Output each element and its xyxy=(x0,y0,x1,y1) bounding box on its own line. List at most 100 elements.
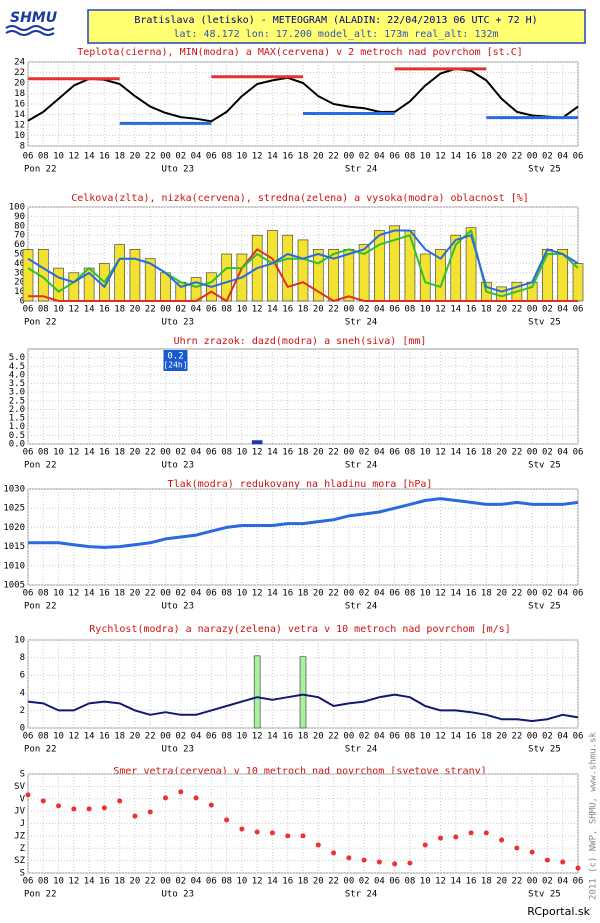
x-tick-label: 12 xyxy=(252,877,263,887)
x-tick-label: 10 xyxy=(53,877,64,887)
x-tick-label: 22 xyxy=(328,589,339,599)
x-tick-label: 08 xyxy=(405,448,416,458)
y-tick-label: 1015 xyxy=(3,542,25,552)
x-tick-label: 06 xyxy=(23,877,34,887)
dot xyxy=(499,837,505,843)
dot xyxy=(438,835,443,841)
chart-title: Smer vetra(cervena) v 10 metroch nad pov… xyxy=(113,766,486,777)
x-tick-label: 18 xyxy=(481,877,492,887)
x-tick-label: 20 xyxy=(130,877,141,887)
y-tick-label: 1025 xyxy=(3,504,25,514)
x-tick-label: 20 xyxy=(313,152,324,162)
x-tick-label: 20 xyxy=(496,589,507,599)
dot xyxy=(101,805,107,811)
x-tick-label: 04 xyxy=(374,305,385,315)
x-tick-label: 18 xyxy=(114,305,125,315)
x-tick-label: 14 xyxy=(267,152,278,162)
x-tick-label: 00 xyxy=(160,152,171,162)
day-label: Stv 25 xyxy=(528,890,561,900)
dot xyxy=(331,850,337,856)
x-tick-label: 06 xyxy=(206,732,217,742)
x-tick-label: 04 xyxy=(374,152,385,162)
x-tick-label: 22 xyxy=(328,877,339,887)
x-tick-label: 06 xyxy=(23,305,34,315)
x-tick-label: 10 xyxy=(236,448,247,458)
x-tick-label: 04 xyxy=(374,877,385,887)
x-tick-label: 22 xyxy=(328,152,339,162)
bar xyxy=(253,655,261,729)
header-subtitle: lat: 48.172 lon: 17.200 model_alt: 173m … xyxy=(173,29,498,40)
bar xyxy=(312,249,324,302)
x-tick-label: 08 xyxy=(38,305,49,315)
x-tick-label: 00 xyxy=(343,589,354,599)
x-tick-label: 22 xyxy=(145,589,156,599)
y-tick-label: 8 xyxy=(20,653,25,663)
x-tick-label: 06 xyxy=(206,305,217,315)
chart-title: Uhrn zrazok: dazd(modra) a sneh(siva) [m… xyxy=(174,336,427,347)
x-tick-label: 12 xyxy=(435,448,446,458)
y-tick-label: SZ xyxy=(14,856,25,866)
dot xyxy=(361,857,367,863)
x-tick-label: 16 xyxy=(282,152,293,162)
x-tick-label: 14 xyxy=(84,152,95,162)
x-tick-label: 12 xyxy=(68,448,79,458)
x-tick-label: 04 xyxy=(374,589,385,599)
x-tick-label: 14 xyxy=(84,877,95,887)
y-tick-label: 0.0 xyxy=(9,440,25,450)
y-tick-label: 2.0 xyxy=(9,405,25,415)
day-label: Uto 23 xyxy=(162,890,195,900)
x-tick-label: 20 xyxy=(313,732,324,742)
x-tick-label: 22 xyxy=(145,732,156,742)
x-tick-label: 10 xyxy=(420,732,431,742)
x-tick-label: 08 xyxy=(405,877,416,887)
x-tick-label: 16 xyxy=(99,305,110,315)
dot xyxy=(483,830,489,836)
dot xyxy=(285,833,291,839)
y-tick-label: JZ xyxy=(14,831,25,841)
x-tick-label: 14 xyxy=(450,448,461,458)
x-tick-label: 06 xyxy=(573,305,584,315)
bar xyxy=(465,227,477,302)
y-tick-label: 16 xyxy=(14,100,25,110)
x-tick-label: 06 xyxy=(23,732,34,742)
x-tick-label: 16 xyxy=(99,152,110,162)
x-tick-label: 22 xyxy=(145,305,156,315)
bar xyxy=(389,225,400,302)
day-label: Uto 23 xyxy=(162,602,195,612)
dot xyxy=(544,857,550,863)
y-tick-label: 1030 xyxy=(3,485,25,495)
x-tick-label: 08 xyxy=(38,448,49,458)
day-label: Str 24 xyxy=(345,461,378,471)
x-tick-label: 00 xyxy=(527,589,538,599)
y-tick-label: 24 xyxy=(14,58,25,68)
x-tick-label: 02 xyxy=(175,732,186,742)
x-tick-label: 18 xyxy=(298,732,309,742)
y-tick-label: Z xyxy=(20,844,26,854)
dot xyxy=(117,798,123,804)
x-tick-label: 12 xyxy=(68,305,79,315)
x-tick-label: 02 xyxy=(359,877,370,887)
x-tick-label: 06 xyxy=(206,448,217,458)
dot xyxy=(132,813,138,819)
dot xyxy=(86,806,92,812)
bar xyxy=(190,277,202,302)
x-tick-label: 08 xyxy=(405,589,416,599)
dot xyxy=(376,859,382,865)
x-tick-label: 16 xyxy=(99,732,110,742)
day-label: Stv 25 xyxy=(528,602,561,612)
x-tick-label: 00 xyxy=(343,448,354,458)
day-label: Str 24 xyxy=(345,318,378,328)
dot xyxy=(529,849,535,855)
x-tick-label: 08 xyxy=(221,152,232,162)
x-tick-label: 20 xyxy=(313,448,324,458)
x-tick-label: 22 xyxy=(511,305,522,315)
x-tick-label: 06 xyxy=(23,589,34,599)
x-tick-label: 14 xyxy=(84,305,95,315)
x-tick-label: 10 xyxy=(236,152,247,162)
x-tick-label: 20 xyxy=(130,448,141,458)
x-tick-label: 20 xyxy=(130,732,141,742)
y-tick-label: J xyxy=(20,819,25,829)
x-tick-label: 02 xyxy=(359,732,370,742)
